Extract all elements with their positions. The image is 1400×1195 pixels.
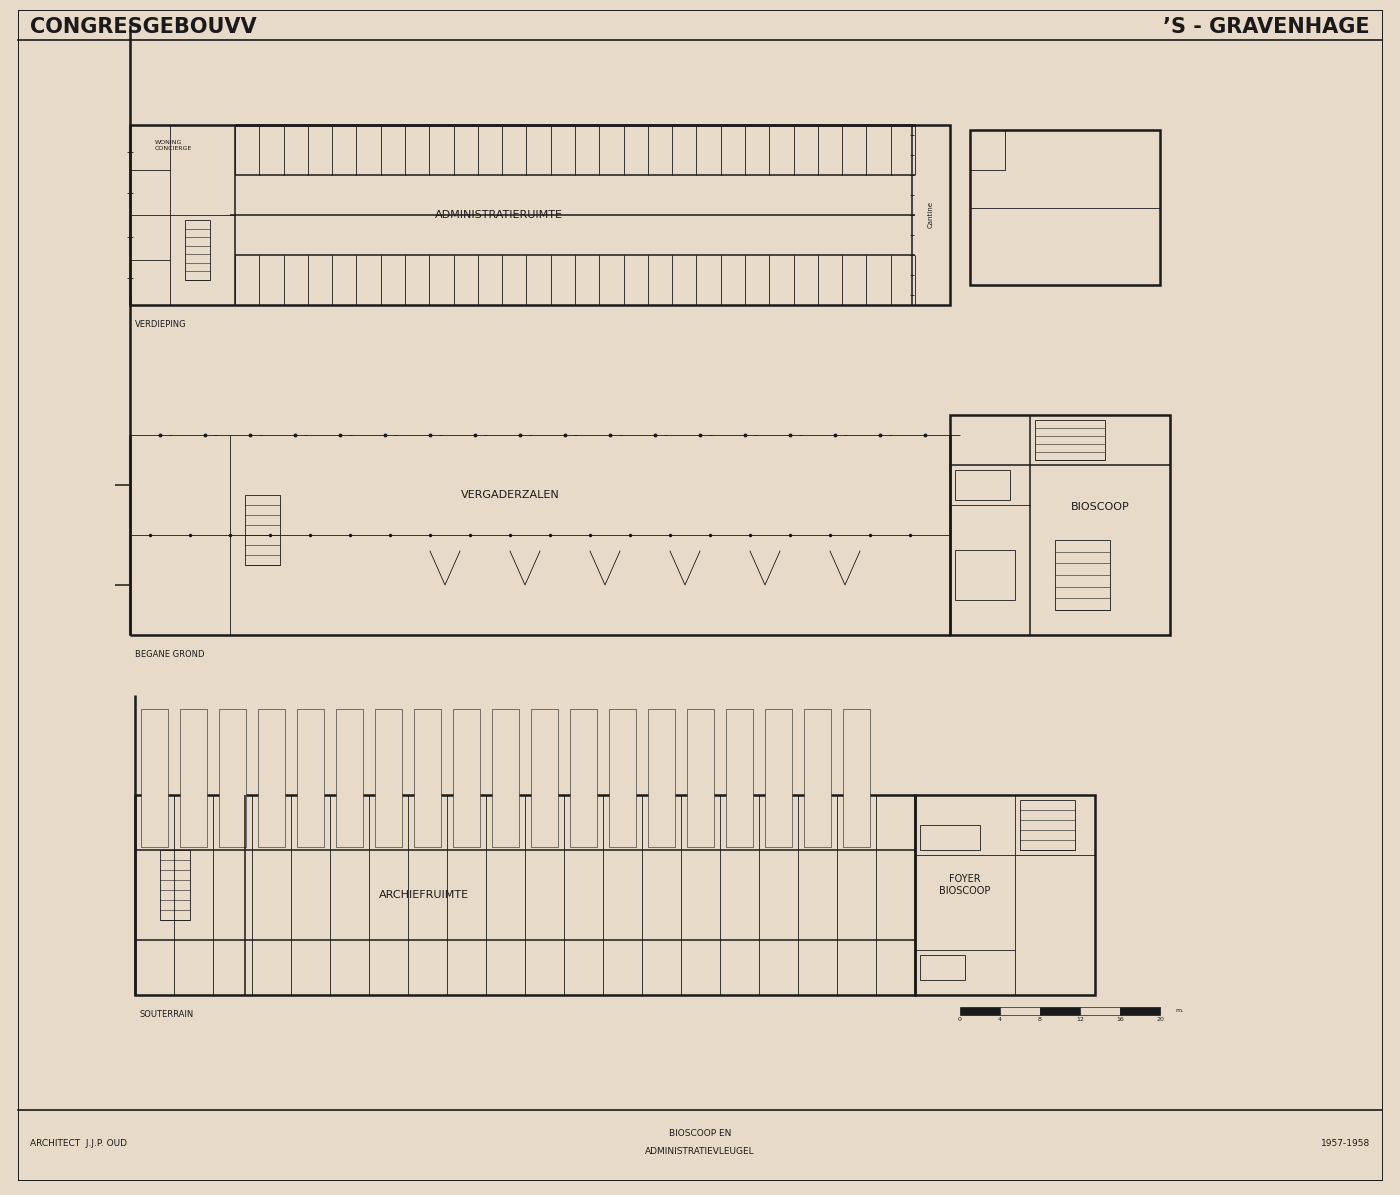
- Text: 12: 12: [1077, 1017, 1084, 1022]
- Text: 8: 8: [1037, 1017, 1042, 1022]
- Text: ARCHIEFRUIMTE: ARCHIEFRUIMTE: [378, 890, 469, 900]
- Text: ADMINISTRATIERUIMTE: ADMINISTRATIERUIMTE: [435, 210, 563, 220]
- Bar: [920, 825, 980, 850]
- Bar: [185, 220, 210, 280]
- Bar: [414, 710, 441, 847]
- Text: ARCHITECT  J.J.P. OUD: ARCHITECT J.J.P. OUD: [29, 1139, 127, 1147]
- Bar: [843, 710, 871, 847]
- Bar: [609, 710, 636, 847]
- Bar: [1056, 540, 1110, 609]
- Bar: [218, 710, 246, 847]
- Bar: [955, 550, 1015, 600]
- Bar: [951, 415, 1170, 635]
- Text: Cantine: Cantine: [928, 202, 934, 228]
- Text: m.: m.: [1175, 1009, 1183, 1013]
- Bar: [491, 710, 519, 847]
- Text: 0: 0: [958, 1017, 962, 1022]
- Text: ’S - GRAVENHAGE: ’S - GRAVENHAGE: [1163, 17, 1371, 37]
- Bar: [1000, 1007, 1040, 1015]
- Text: 20: 20: [1156, 1017, 1163, 1022]
- Bar: [297, 710, 325, 847]
- Bar: [452, 710, 480, 847]
- Bar: [960, 1007, 1000, 1015]
- Bar: [687, 710, 714, 847]
- Bar: [764, 710, 792, 847]
- Bar: [160, 850, 190, 920]
- Bar: [955, 470, 1009, 500]
- Bar: [245, 495, 280, 565]
- Bar: [1079, 1007, 1120, 1015]
- Bar: [375, 710, 402, 847]
- Bar: [1035, 419, 1105, 460]
- Text: ADMINISTRATIEVLEUGEL: ADMINISTRATIEVLEUGEL: [645, 1147, 755, 1157]
- Text: FOYER
BIOSCOOP: FOYER BIOSCOOP: [939, 875, 991, 896]
- Bar: [970, 130, 1005, 170]
- Text: 1957-1958: 1957-1958: [1320, 1139, 1371, 1147]
- Bar: [920, 955, 965, 980]
- Text: BIOSCOOP EN: BIOSCOOP EN: [669, 1128, 731, 1138]
- Bar: [804, 710, 832, 847]
- Text: 16: 16: [1116, 1017, 1124, 1022]
- Bar: [916, 795, 1095, 995]
- Text: WONING
CONCIERGE: WONING CONCIERGE: [155, 140, 192, 152]
- Text: BIOSCOOP: BIOSCOOP: [1071, 502, 1130, 513]
- Bar: [134, 795, 916, 995]
- Bar: [1021, 799, 1075, 850]
- Bar: [725, 710, 753, 847]
- Text: 4: 4: [998, 1017, 1002, 1022]
- Bar: [970, 130, 1161, 284]
- Bar: [130, 125, 951, 305]
- Bar: [531, 710, 559, 847]
- Bar: [179, 710, 207, 847]
- Bar: [648, 710, 675, 847]
- Bar: [336, 710, 363, 847]
- Bar: [258, 710, 286, 847]
- Text: BEGANE GROND: BEGANE GROND: [134, 650, 204, 658]
- Text: VERDIEPING: VERDIEPING: [134, 320, 186, 329]
- Bar: [570, 710, 598, 847]
- Text: CONGRESGEBOUVV: CONGRESGEBOUVV: [29, 17, 256, 37]
- Text: SOUTERRAIN: SOUTERRAIN: [140, 1010, 195, 1019]
- Bar: [141, 710, 168, 847]
- Text: VERGADERZALEN: VERGADERZALEN: [461, 490, 560, 500]
- Bar: [1040, 1007, 1079, 1015]
- Bar: [1120, 1007, 1161, 1015]
